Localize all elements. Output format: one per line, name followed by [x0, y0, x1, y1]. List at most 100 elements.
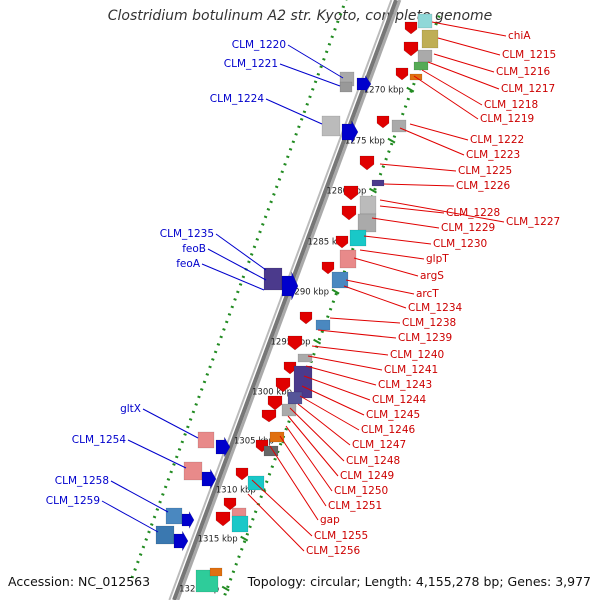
ruler-tick: [368, 187, 377, 194]
ruler-tick: [387, 137, 396, 144]
reverse-gene-arrow: [283, 361, 297, 375]
left-gene-label: CLM_1224: [210, 93, 265, 105]
right-label-leader: [329, 317, 401, 324]
forward-gene-block: [209, 567, 223, 577]
reverse-gene-block: [269, 431, 285, 443]
right-label-leader: [343, 285, 407, 309]
right-label-leader: [433, 53, 495, 73]
ruler-tick: [221, 585, 230, 592]
backbone-edge: [168, 0, 393, 600]
left-gene-label: gltX: [120, 403, 141, 415]
accession-label: Accession: NC_012563: [8, 574, 151, 589]
forward-gene-block: [339, 81, 353, 93]
right-label-leader: [383, 183, 455, 187]
kbp-tick-label: 1310 kbp: [216, 486, 256, 496]
right-gene-label: CLM_1228: [446, 207, 500, 219]
reverse-gene-block: [297, 353, 313, 363]
reverse-gene-arrow: [267, 395, 283, 411]
kbp-tick-label: 1275 kbp: [345, 137, 385, 147]
right-gene-label: CLM_1245: [366, 409, 420, 421]
left-gene-label: CLM_1235: [160, 228, 214, 240]
right-gene-label: CLM_1250: [334, 485, 388, 497]
right-label-leader: [289, 407, 345, 462]
left-gene-label: feoB: [182, 243, 206, 255]
right-gene-label: argS: [420, 270, 444, 282]
forward-gene-arrow: [215, 436, 231, 458]
right-gene-label: CLM_1225: [458, 165, 512, 177]
left-label-leader: [207, 248, 267, 281]
right-label-leader: [437, 37, 501, 56]
right-label-leader: [409, 123, 469, 141]
reverse-gene-block: [281, 403, 297, 417]
kbp-tick-label: 1315 kbp: [198, 535, 238, 545]
right-gene-label: CLM_1215: [502, 49, 556, 61]
left-gene-label: CLM_1220: [232, 39, 286, 51]
reverse-gene-arrow: [403, 41, 419, 57]
right-label-leader: [251, 479, 313, 537]
right-label-leader: [431, 21, 507, 37]
right-gene-label: CLM_1226: [456, 180, 511, 192]
right-label-leader: [287, 415, 339, 477]
reverse-gene-block: [287, 391, 303, 405]
reverse-gene-arrow: [343, 185, 359, 201]
forward-gene-block: [165, 507, 183, 525]
forward-gene-block: [263, 267, 283, 291]
reverse-gene-block: [413, 61, 429, 71]
left-label-leader: [127, 439, 187, 469]
reverse-gene-block: [349, 229, 367, 247]
right-gene-label: chiA: [508, 30, 531, 42]
left-gene-label: CLM_1221: [224, 58, 278, 70]
right-gene-label: glpT: [426, 253, 449, 265]
right-gene-label: arcT: [416, 288, 439, 300]
reverse-gene-block: [371, 179, 385, 187]
reverse-gene-block: [357, 213, 377, 233]
reverse-gene-arrow: [341, 205, 357, 221]
reverse-gene-arrow: [235, 467, 249, 481]
kbp-tick-label: 1290 kbp: [289, 288, 329, 298]
reverse-gene-arrow: [287, 335, 303, 351]
right-gene-label: CLM_1217: [501, 83, 555, 95]
left-label-leader: [287, 44, 344, 79]
right-gene-label: CLM_1239: [398, 332, 452, 344]
reverse-gene-arrow: [395, 67, 409, 81]
kbp-tick-label: 1285 kbp: [308, 238, 348, 248]
right-gene-label: CLM_1243: [378, 379, 432, 391]
ruler-tick: [331, 288, 340, 295]
reverse-gene-block: [391, 119, 407, 133]
reverse-gene-arrow: [223, 497, 237, 511]
right-label-leader: [297, 403, 351, 446]
reverse-gene-block: [331, 271, 349, 289]
forward-gene-block: [321, 115, 341, 137]
reverse-gene-arrow: [321, 261, 335, 275]
ruler-tick: [313, 338, 322, 345]
right-gene-label: CLM_1216: [496, 66, 551, 78]
reverse-gene-arrow: [299, 311, 313, 325]
left-label-leader: [215, 233, 267, 271]
ruler-tick: [240, 535, 249, 542]
right-gene-label: CLM_1227: [506, 216, 560, 228]
right-gene-label: CLM_1218: [484, 99, 538, 111]
forward-gene-arrow: [201, 468, 217, 490]
left-label-leader: [110, 480, 169, 513]
right-label-leader: [317, 329, 397, 339]
left-gene-label: feoA: [176, 258, 201, 270]
right-gene-label: CLM_1244: [372, 394, 427, 406]
right-gene-label: CLM_1222: [470, 134, 524, 146]
right-label-leader: [353, 257, 419, 277]
left-label-leader: [201, 263, 265, 291]
right-gene-label: CLM_1251: [328, 500, 382, 512]
right-label-leader: [371, 217, 440, 229]
right-label-leader: [399, 127, 465, 156]
reverse-gene-block: [263, 445, 279, 457]
reverse-gene-arrow: [404, 21, 418, 35]
kbp-tick-label: 1300 kbp: [252, 388, 292, 398]
right-label-leader: [303, 375, 371, 401]
right-label-leader: [307, 355, 383, 371]
right-label-leader: [269, 445, 319, 521]
left-gene-label: CLM_1254: [72, 434, 127, 446]
right-label-leader: [379, 205, 445, 214]
reverse-gene-arrow: [215, 511, 231, 527]
reverse-gene-block: [359, 195, 377, 215]
right-gene-label: CLM_1247: [352, 439, 406, 451]
